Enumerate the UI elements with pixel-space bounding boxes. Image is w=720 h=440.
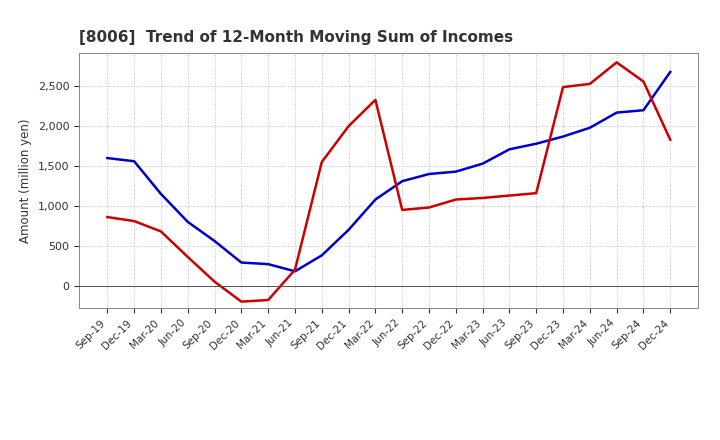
Ordinary Income bbox=[344, 227, 353, 232]
Net Income bbox=[612, 60, 621, 65]
Line: Net Income: Net Income bbox=[107, 62, 670, 302]
Ordinary Income bbox=[318, 253, 326, 258]
Net Income bbox=[291, 267, 300, 272]
Net Income bbox=[585, 81, 594, 87]
Ordinary Income bbox=[559, 134, 567, 139]
Ordinary Income bbox=[532, 141, 541, 147]
Net Income bbox=[505, 193, 514, 198]
Ordinary Income bbox=[585, 125, 594, 130]
Ordinary Income bbox=[210, 238, 219, 244]
Ordinary Income bbox=[639, 107, 648, 113]
Ordinary Income bbox=[505, 147, 514, 152]
Y-axis label: Amount (million yen): Amount (million yen) bbox=[19, 118, 32, 242]
Ordinary Income bbox=[612, 110, 621, 115]
Net Income bbox=[666, 137, 675, 143]
Ordinary Income bbox=[103, 155, 112, 161]
Net Income bbox=[103, 214, 112, 220]
Net Income bbox=[559, 84, 567, 90]
Net Income bbox=[210, 279, 219, 284]
Net Income bbox=[478, 195, 487, 201]
Ordinary Income bbox=[291, 269, 300, 274]
Net Income bbox=[264, 297, 272, 303]
Net Income bbox=[532, 191, 541, 196]
Ordinary Income bbox=[425, 171, 433, 176]
Net Income bbox=[130, 218, 138, 224]
Net Income bbox=[371, 97, 379, 103]
Ordinary Income bbox=[451, 169, 460, 174]
Net Income bbox=[318, 159, 326, 165]
Ordinary Income bbox=[666, 69, 675, 74]
Net Income bbox=[237, 299, 246, 304]
Ordinary Income bbox=[157, 191, 166, 197]
Net Income bbox=[184, 254, 192, 260]
Net Income bbox=[344, 124, 353, 129]
Net Income bbox=[398, 207, 407, 213]
Line: Ordinary Income: Ordinary Income bbox=[107, 72, 670, 271]
Net Income bbox=[451, 197, 460, 202]
Ordinary Income bbox=[398, 179, 407, 184]
Ordinary Income bbox=[478, 161, 487, 166]
Ordinary Income bbox=[371, 197, 379, 202]
Ordinary Income bbox=[264, 261, 272, 267]
Net Income bbox=[425, 205, 433, 210]
Ordinary Income bbox=[130, 159, 138, 164]
Ordinary Income bbox=[237, 260, 246, 265]
Net Income bbox=[639, 79, 648, 84]
Text: [8006]  Trend of 12-Month Moving Sum of Incomes: [8006] Trend of 12-Month Moving Sum of I… bbox=[79, 29, 513, 45]
Ordinary Income bbox=[184, 219, 192, 224]
Net Income bbox=[157, 229, 166, 234]
